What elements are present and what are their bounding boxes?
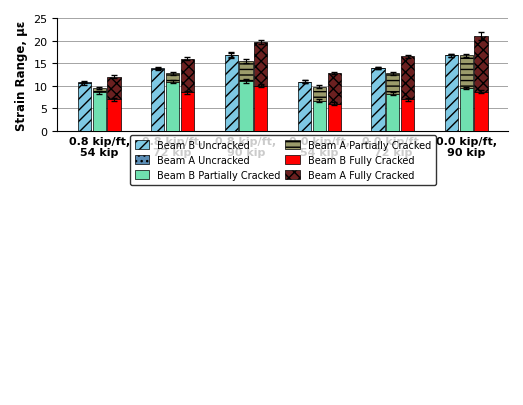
Bar — [313, 101, 326, 132]
Bar — [386, 74, 400, 94]
Bar — [166, 74, 179, 82]
Bar — [401, 57, 414, 100]
Bar — [313, 87, 326, 101]
Bar — [78, 84, 91, 132]
Bar — [327, 104, 341, 132]
Bar — [93, 93, 106, 132]
Bar — [254, 86, 267, 132]
Bar — [240, 82, 253, 132]
Y-axis label: Strain Range, με: Strain Range, με — [15, 20, 28, 130]
Bar — [474, 37, 487, 92]
Bar — [371, 69, 384, 132]
Legend: Beam B Uncracked, Beam A Uncracked, Beam B Partially Cracked, Beam A Partially C: Beam B Uncracked, Beam A Uncracked, Beam… — [130, 136, 436, 185]
Bar — [78, 83, 91, 84]
Bar — [386, 94, 400, 132]
Bar — [298, 82, 311, 132]
Bar — [327, 74, 341, 104]
Bar — [107, 100, 121, 132]
Bar — [474, 92, 487, 132]
Bar — [166, 82, 179, 132]
Bar — [107, 77, 121, 100]
Bar — [445, 56, 458, 132]
Bar — [401, 100, 414, 132]
Bar — [460, 89, 473, 132]
Bar — [181, 93, 194, 132]
Bar — [181, 60, 194, 93]
Bar — [151, 70, 164, 132]
Bar — [254, 43, 267, 86]
Bar — [224, 55, 238, 56]
Bar — [460, 56, 473, 89]
Bar — [93, 89, 106, 93]
Bar — [224, 56, 238, 132]
Bar — [240, 62, 253, 82]
Bar — [151, 69, 164, 70]
